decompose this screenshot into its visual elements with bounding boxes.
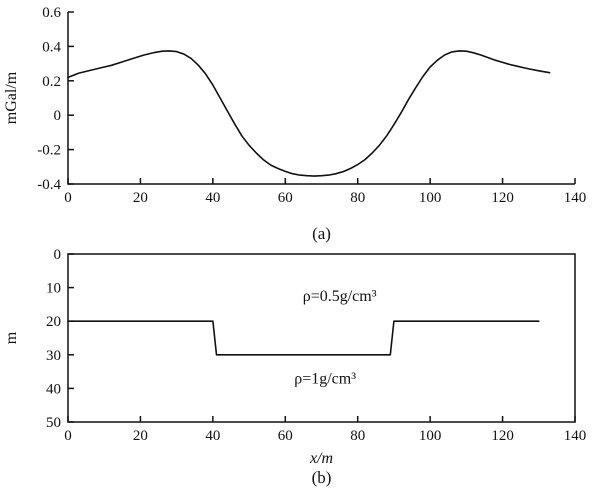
svg-text:20: 20 bbox=[46, 314, 61, 330]
svg-text:40: 40 bbox=[205, 190, 220, 206]
svg-text:0.4: 0.4 bbox=[42, 39, 61, 55]
svg-text:0: 0 bbox=[64, 428, 72, 444]
svg-text:60: 60 bbox=[278, 190, 293, 206]
chart-a-caption: (a) bbox=[312, 224, 331, 243]
svg-text:60: 60 bbox=[278, 428, 293, 444]
svg-text:ρ=1g/cm³: ρ=1g/cm³ bbox=[294, 370, 356, 387]
svg-text:mGal/m: mGal/m bbox=[3, 71, 20, 124]
svg-text:0.2: 0.2 bbox=[42, 74, 61, 90]
svg-text:0: 0 bbox=[64, 190, 72, 206]
svg-text:10: 10 bbox=[46, 281, 61, 297]
svg-text:120: 120 bbox=[491, 190, 514, 206]
svg-text:ρ=0.5g/cm³: ρ=0.5g/cm³ bbox=[303, 288, 377, 305]
svg-text:x/m: x/m bbox=[309, 450, 333, 467]
svg-text:100: 100 bbox=[419, 428, 442, 444]
svg-text:100: 100 bbox=[419, 190, 442, 206]
svg-text:0.6: 0.6 bbox=[42, 5, 61, 21]
svg-text:20: 20 bbox=[133, 190, 148, 206]
svg-text:140: 140 bbox=[564, 190, 587, 206]
svg-text:50: 50 bbox=[46, 415, 61, 431]
svg-text:120: 120 bbox=[491, 428, 514, 444]
svg-text:140: 140 bbox=[564, 428, 587, 444]
svg-text:80: 80 bbox=[350, 428, 365, 444]
svg-text:0: 0 bbox=[54, 108, 62, 124]
chart-a-gravity-anomaly: 0 20 40 60 80 100 120 140 0.6 0.4 0.2 0 -0.2 -0.4 mGal… bbox=[3, 5, 587, 206]
chart-b-density-model: 0 20 40 60 80 100 120 140 0 10 20 30 40 50 m x/m ρ=0.5g/… bbox=[3, 247, 587, 467]
svg-text:0: 0 bbox=[54, 247, 62, 263]
svg-text:20: 20 bbox=[133, 428, 148, 444]
svg-text:80: 80 bbox=[350, 190, 365, 206]
svg-text:40: 40 bbox=[46, 381, 61, 397]
svg-text:40: 40 bbox=[205, 428, 220, 444]
svg-text:-0.2: -0.2 bbox=[37, 143, 61, 159]
svg-text:m: m bbox=[3, 331, 20, 344]
svg-text:-0.4: -0.4 bbox=[37, 177, 61, 193]
chart-b-caption: (b) bbox=[311, 468, 332, 487]
svg-text:30: 30 bbox=[46, 348, 61, 364]
